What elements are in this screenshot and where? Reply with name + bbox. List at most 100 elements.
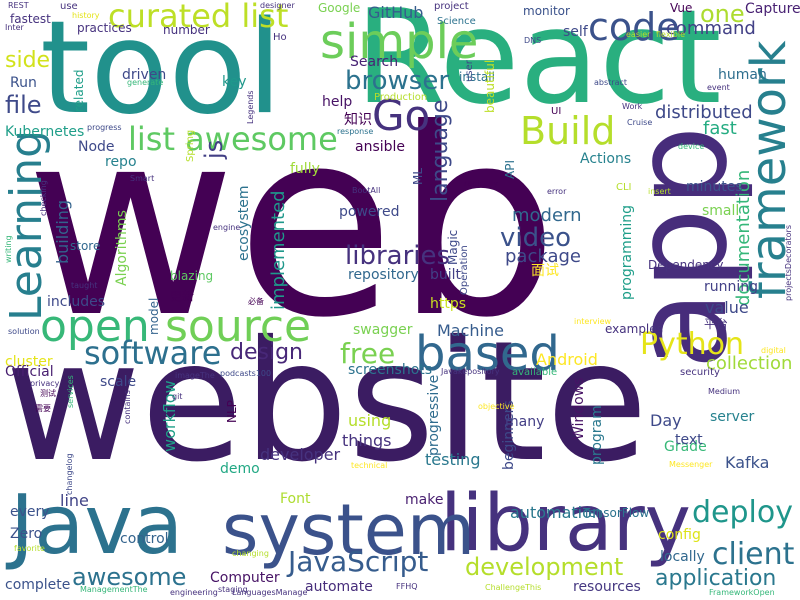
word-radically: radically [464, 179, 498, 188]
word-bibei: 必备 [248, 297, 264, 306]
word-imagethe: imageThe [175, 371, 215, 380]
word-modern: modern [512, 205, 582, 226]
word-capture: Capture [745, 1, 800, 17]
word-projectsdecorators: projectsDecorators [784, 225, 793, 301]
word-resources: resources [573, 579, 641, 595]
word-ffhq: FFHQ [396, 582, 418, 591]
word-bootall: BootAll [352, 186, 381, 195]
word-python: Python [640, 327, 744, 362]
word-machine: Machine [437, 321, 504, 340]
word-managementthe: ManagementThe [80, 585, 148, 594]
word-android: Android [536, 350, 598, 369]
word-related: related [72, 69, 86, 112]
word-repository: repository [348, 267, 419, 283]
word-application: application [655, 566, 777, 591]
word-contains: contains [123, 390, 132, 424]
word-minutes: minutes [686, 179, 743, 195]
word-building: building [53, 199, 72, 264]
word-kubernetes: Kubernetes [5, 124, 85, 140]
word-programming: programming [619, 204, 635, 300]
word-vue: Vue [670, 1, 693, 15]
word-beautiful: beautiful [483, 59, 497, 113]
word-scale: scale [100, 374, 137, 390]
word-model: model [147, 297, 161, 335]
word-web: web [25, 74, 559, 374]
word-make: make [405, 492, 444, 508]
word-frameworkopen: FrameworkOpen [709, 588, 775, 597]
word-ceshi: 测试 [40, 389, 56, 398]
word-git: git [172, 392, 183, 401]
word-javakepository: Javakepository [441, 367, 500, 376]
word-open: open [40, 301, 150, 352]
word-control: control [120, 531, 169, 547]
word-changing: changing [232, 549, 269, 558]
word-built: built [430, 267, 462, 283]
word-running: running [704, 279, 759, 295]
word-screenshots: screenshots [348, 362, 433, 378]
word-history: history [72, 11, 100, 20]
word-config: config [658, 527, 701, 543]
word-event: event [707, 83, 730, 92]
word-ho: Ho [273, 32, 287, 43]
word-human: human [718, 67, 767, 83]
word-distributed: distributed [655, 102, 753, 123]
word-font: Font [280, 491, 311, 507]
word-production: Production [374, 92, 428, 103]
word-device: device [678, 142, 705, 151]
word-source: source [165, 301, 312, 352]
word-technical: technical [351, 461, 388, 470]
word-side: side [5, 48, 51, 73]
word-awesome: awesome [72, 563, 187, 591]
word-ui: UI [551, 106, 562, 117]
word-solution: solution [8, 327, 40, 336]
word-language: language [428, 99, 453, 202]
word-cli: CLI [616, 182, 632, 193]
word-code: code [588, 5, 680, 49]
word-security: security [680, 367, 720, 378]
word-command: command [666, 18, 756, 39]
word-error: error [547, 187, 567, 196]
word-easier: easier [626, 30, 651, 39]
word-zhishi: 知识 [344, 112, 372, 128]
word-list-awesome: list awesome [128, 120, 338, 158]
word-build: Build [520, 109, 616, 153]
word-client: client [712, 537, 795, 572]
word-package: package [505, 246, 581, 267]
word-implemented: implemented [268, 190, 289, 310]
word-progressive: progressive [426, 374, 442, 456]
word-project: project [434, 1, 469, 12]
word-flexible: flexible [656, 30, 685, 39]
word-smart: Smart [130, 174, 155, 183]
word-text: text [675, 432, 703, 448]
word-objective: objective [478, 402, 515, 411]
word-curated-list: curated list [108, 0, 289, 35]
word-learning: Learning [1, 129, 52, 321]
word-digital: digital [761, 346, 786, 355]
word-development: development [465, 553, 624, 581]
word-official: Official [5, 364, 54, 380]
word-node: Node [78, 139, 115, 155]
word-magic: Magic [446, 229, 460, 265]
word-deploy: deploy [692, 495, 793, 530]
word-response: response [337, 127, 374, 136]
word-server: server [710, 409, 755, 425]
word-key: key [222, 74, 247, 90]
word-help: help [322, 94, 353, 110]
word-simple: simple [320, 14, 479, 70]
word-search: Search [350, 54, 399, 70]
word-privacy: privacy [30, 379, 60, 388]
word-javascript: JavaScript [288, 545, 429, 578]
word-number: number [163, 23, 210, 37]
word-based: based [415, 326, 560, 382]
word-available: available [512, 367, 558, 378]
word-react: React [355, 0, 722, 133]
word-practices: practices [77, 21, 132, 35]
word-ansible: ansible [355, 139, 406, 155]
word-java: Java [10, 478, 184, 573]
word-work: Work [622, 102, 643, 111]
word-self: self [563, 24, 588, 40]
word-algorithms: Algorithms [114, 210, 130, 286]
word-checking: checking [39, 180, 48, 216]
word-api: API [503, 160, 517, 179]
